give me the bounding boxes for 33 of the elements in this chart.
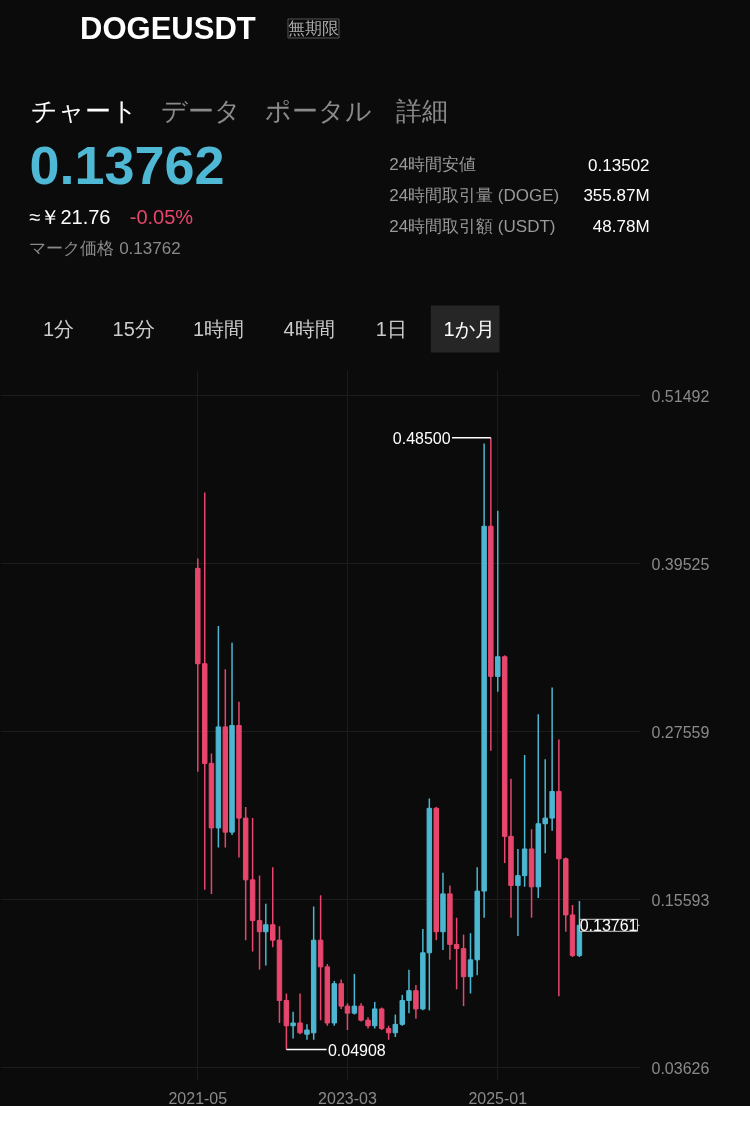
text: チャート: [31, 95, 139, 126]
x-tick-label: 2021-05: [168, 1089, 228, 1107]
y-tick-label: 0.15593: [651, 891, 710, 909]
text: 0.13762: [29, 135, 225, 195]
annotation: 0.04908: [327, 1041, 386, 1059]
text: 0.13502: [588, 155, 650, 175]
text: 1日: [375, 317, 407, 340]
text: 24時間安値: [389, 155, 477, 174]
text: 24時間取引量 (DOGE): [389, 186, 560, 205]
text: -0.05%: [129, 205, 194, 228]
x-tick-label: 2025-01: [468, 1089, 528, 1107]
text: 4時間: [283, 317, 335, 340]
text: ≈￥21.76: [29, 205, 111, 228]
chart-title: DOGEUSDT: [80, 11, 256, 46]
ref-line-label: 0.13761: [579, 917, 638, 935]
text: 1か月: [443, 317, 495, 340]
text: 1分: [42, 317, 75, 340]
text: 無期限: [287, 19, 339, 38]
y-tick-label: 0.27559: [651, 723, 710, 741]
y-tick-label: 0.51492: [651, 387, 710, 405]
y-tick-label: 0.03626: [651, 1059, 710, 1077]
text: 48.78M: [592, 217, 650, 236]
text: 1時間: [193, 317, 245, 340]
text: 15分: [112, 317, 155, 340]
text: マーク価格 0.13762: [29, 239, 181, 258]
text: 355.87M: [583, 186, 650, 205]
text: データ: [161, 95, 242, 126]
text: 24時間取引額 (USDT): [389, 217, 556, 236]
y-tick-label: 0.39525: [651, 555, 710, 573]
text: ポータル: [265, 95, 373, 126]
text: 詳細: [395, 95, 448, 126]
x-tick-label: 2023-03: [318, 1089, 377, 1107]
annotation: 0.48500: [392, 429, 451, 447]
